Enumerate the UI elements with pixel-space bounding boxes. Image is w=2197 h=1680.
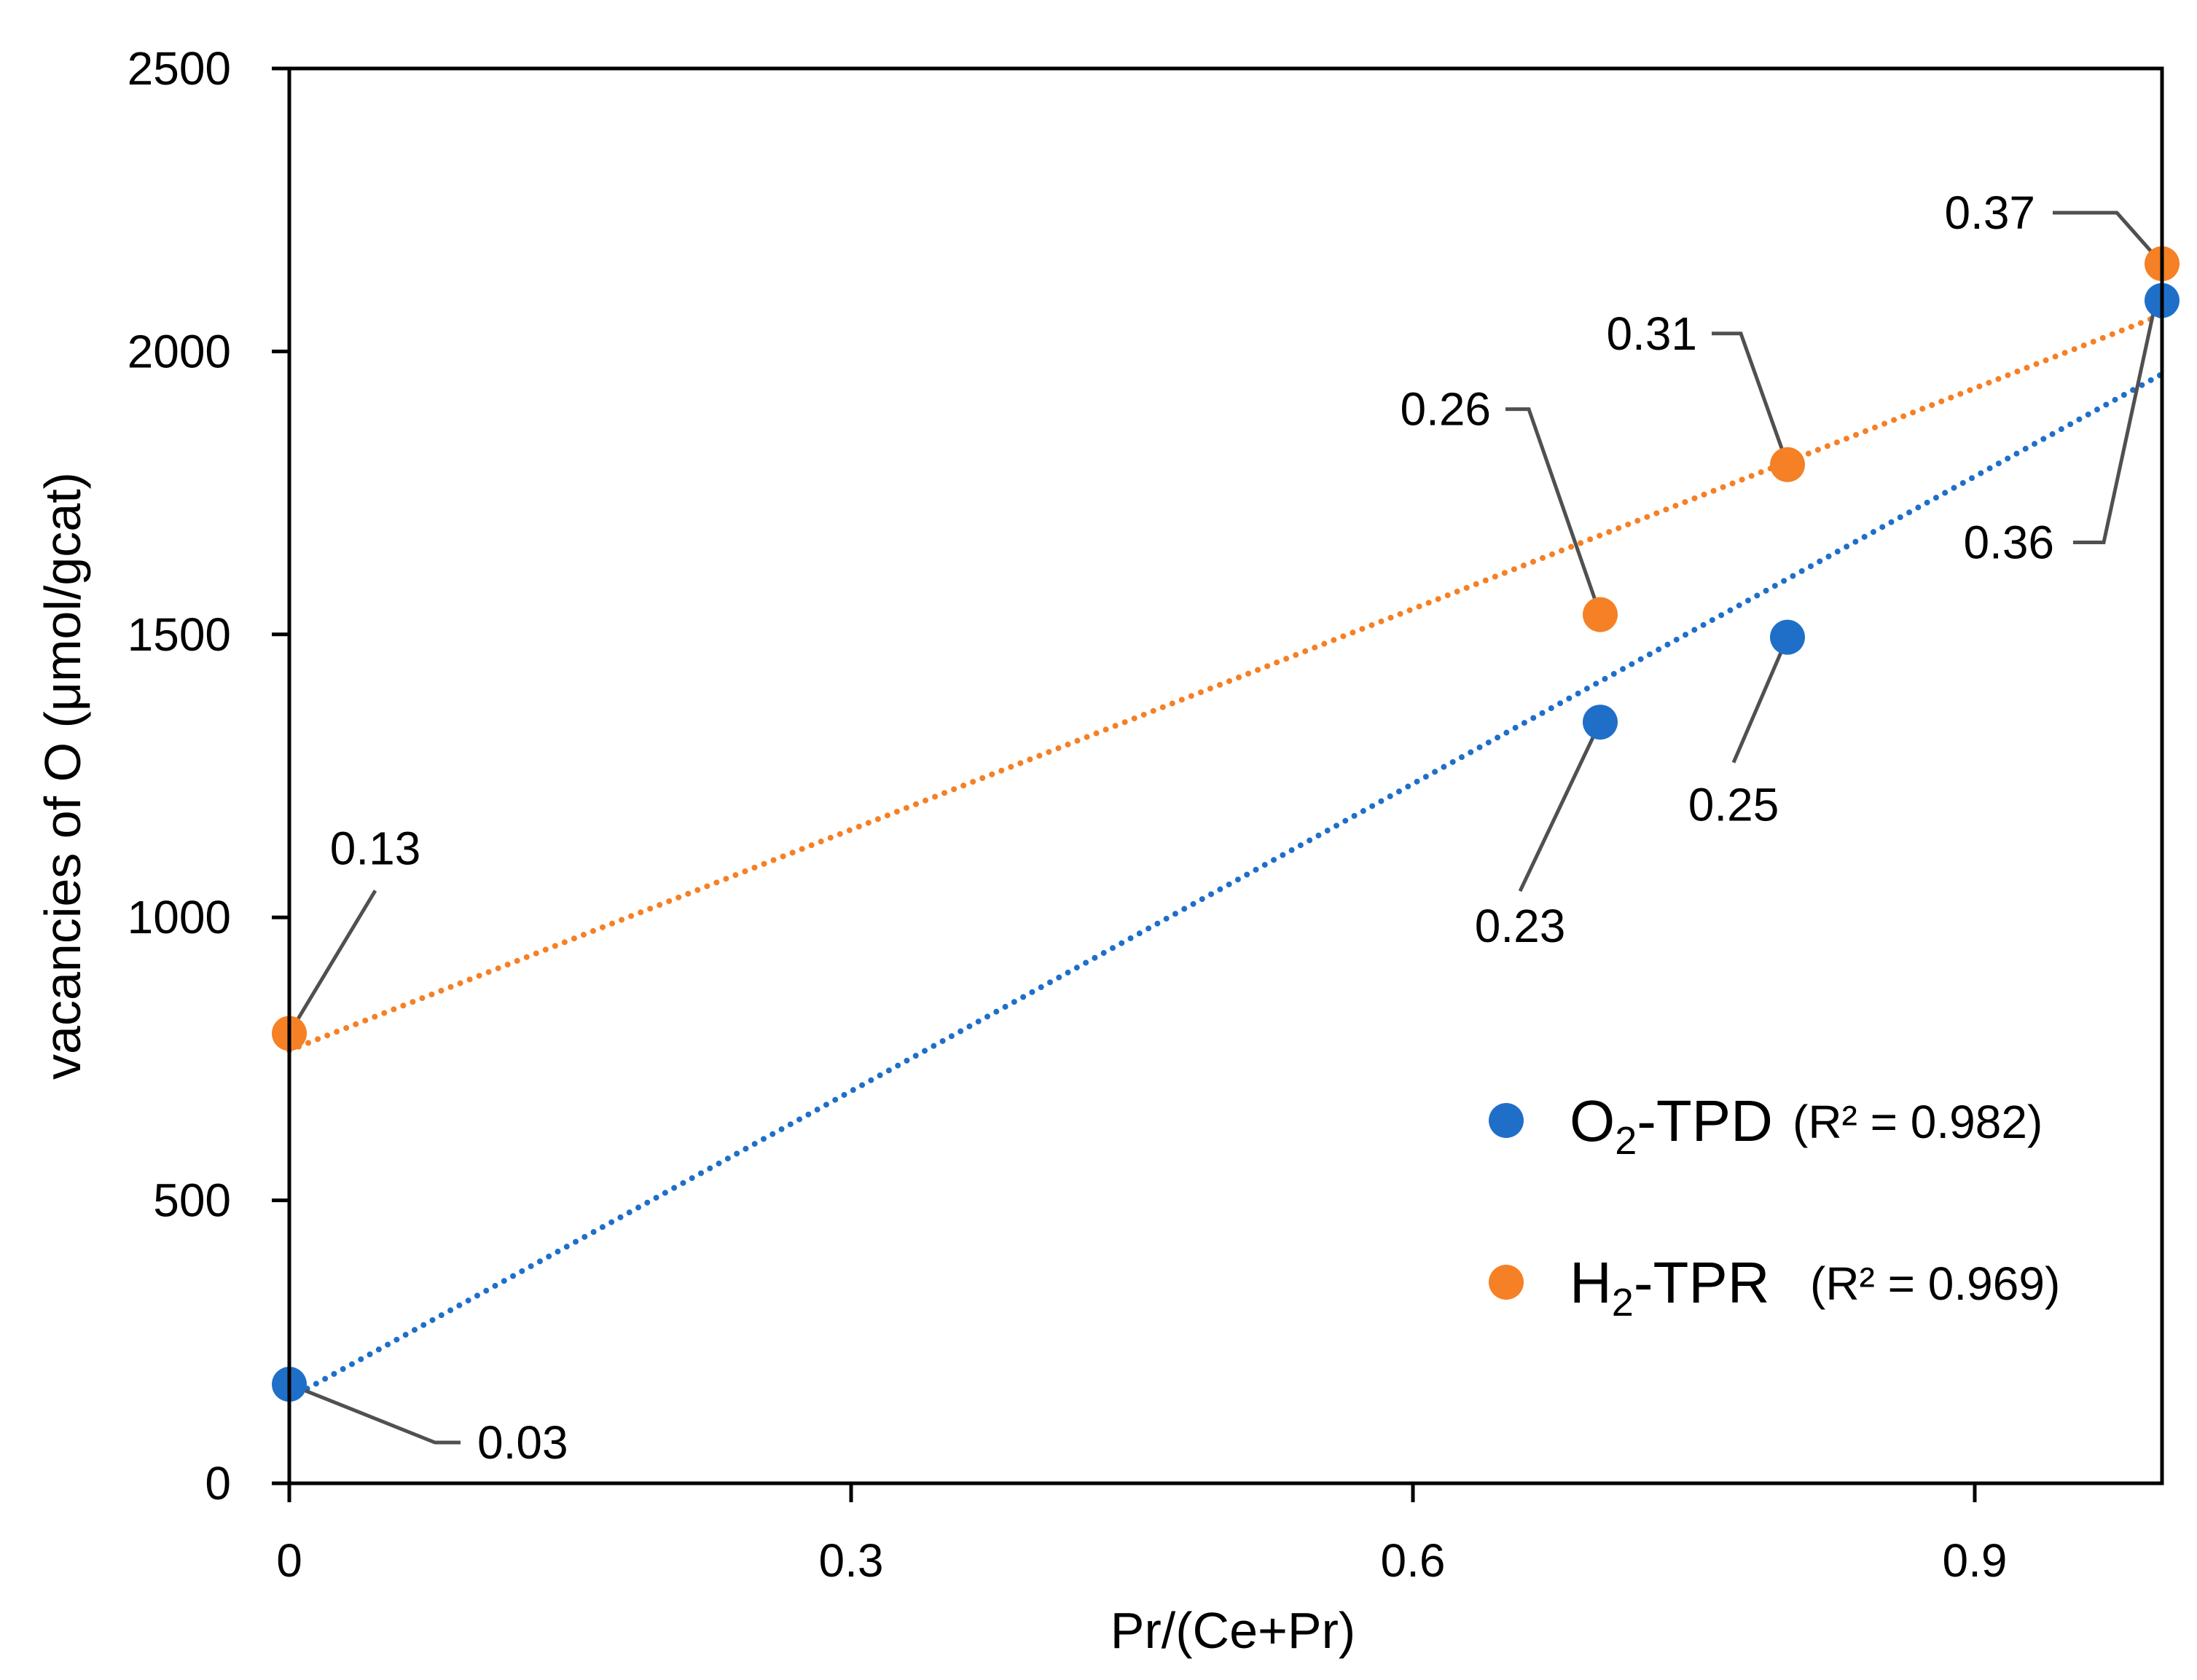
callouts (287, 211, 2163, 1445)
leader-line (1731, 636, 1790, 764)
point-annotation: 0.26 (1400, 383, 1491, 436)
y-tick-label: 1000 (128, 891, 231, 943)
leader-line (1712, 331, 1790, 466)
plot-frame (287, 66, 2164, 1485)
data-point-o2-tpd (1770, 619, 1805, 655)
y-tick-label: 0 (205, 1457, 231, 1510)
x-axis-title: Pr/(Ce+Pr) (1111, 1602, 1355, 1659)
data-point-o2-tpd (1583, 704, 1618, 740)
trendline-h2-tpr (286, 311, 2165, 1053)
x-tick-label: 0.6 (1381, 1534, 1446, 1587)
leader-line (1505, 407, 1602, 616)
axes: 0 500 1000 1500 2000 2500 0 0.3 0.6 0.9 Pr/(Ce+Pr)… (34, 42, 2164, 1659)
y-tick-label: 1500 (128, 608, 231, 661)
leader-line (2073, 305, 2157, 544)
leader-line (289, 1382, 461, 1445)
y-tick-label: 2000 (128, 325, 231, 377)
legend-r2-o2-tpd: (R² = 0.982) (1793, 1096, 2043, 1148)
point-annotation: 0.37 (1944, 187, 2035, 239)
legend-r2-h2-tpr: (R² = 0.969) (1810, 1257, 2060, 1310)
legend: O2-TPD (R² = 0.982) H2-TPR (R² = 0.969) (1489, 1088, 2060, 1324)
y-tick-label: 500 (153, 1174, 231, 1227)
legend-marker-h2-tpr (1489, 1265, 1524, 1300)
point-annotation: 0.25 (1688, 779, 1779, 831)
legend-marker-o2-tpd (1489, 1103, 1524, 1138)
data-point-h2-tpr (1770, 447, 1805, 482)
x-tick-label: 0 (276, 1534, 302, 1587)
y-axis-title: vacancies of O (μmol/gcat) (34, 472, 91, 1080)
legend-label-o2-tpd: O2-TPD (1570, 1088, 1773, 1163)
trendlines (286, 311, 2165, 1402)
y-tick-label: 2500 (128, 42, 231, 95)
x-tick-label: 0.9 (1943, 1534, 2008, 1587)
data-points (272, 246, 2180, 1402)
point-annotation: 0.13 (330, 822, 421, 874)
leader-line (2053, 211, 2163, 265)
leader-line (1518, 721, 1602, 892)
point-annotation: 0.23 (1475, 900, 1566, 952)
annotation-labels: 0.03 0.23 0.25 0.36 0.13 0.26 0.31 0.37 (330, 187, 2054, 1469)
trendline-o2-tpd (286, 371, 2165, 1402)
legend-label-h2-tpr: H2-TPR (1570, 1250, 1769, 1324)
data-point-h2-tpr (1583, 597, 1618, 632)
point-annotation: 0.36 (1963, 516, 2054, 568)
x-tick-label: 0.3 (819, 1534, 884, 1587)
leader-line (287, 890, 377, 1035)
point-annotation: 0.31 (1606, 307, 1697, 360)
point-annotation: 0.03 (477, 1416, 568, 1469)
